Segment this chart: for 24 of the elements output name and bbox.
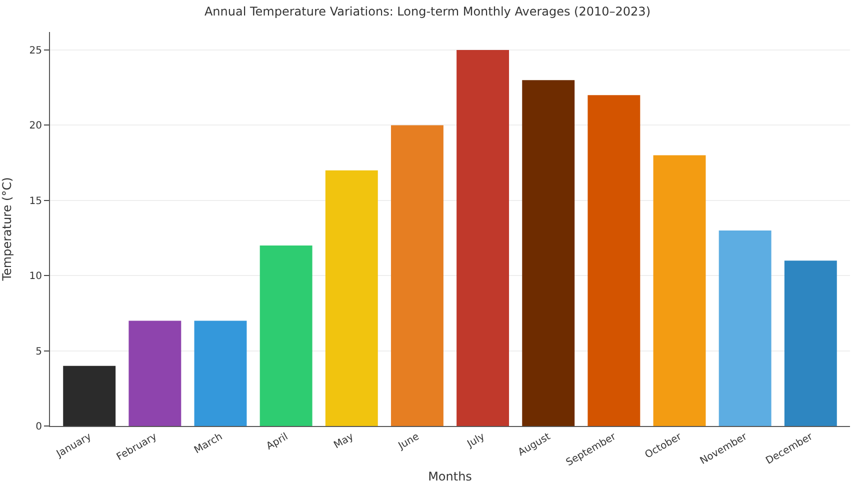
y-tick-label: 20: [29, 120, 42, 132]
y-tick-label: 25: [29, 46, 42, 57]
bar: [653, 155, 706, 426]
bar: [128, 320, 182, 426]
bar: [718, 230, 772, 426]
y-axis-title: Temperature (°C): [0, 177, 14, 282]
bar: [456, 50, 510, 426]
bar: [325, 170, 378, 426]
y-tick-label: 5: [36, 346, 42, 358]
bar: [63, 366, 116, 426]
x-tick-label: July: [464, 431, 487, 450]
bar: [390, 125, 444, 426]
bar: [588, 95, 640, 426]
y-tick-label: 10: [29, 271, 42, 282]
y-tick-label: 0: [36, 422, 42, 432]
x-tick-label: June: [396, 431, 422, 452]
bar: [522, 80, 575, 426]
bar: [194, 320, 247, 426]
bar: [260, 246, 312, 426]
bar: [784, 260, 837, 426]
x-tick-label: May: [332, 431, 356, 452]
x-axis-title: Months: [428, 469, 472, 484]
y-tick-label: 15: [29, 196, 42, 207]
chart-title: Annual Temperature Variations: Long-term Monthly Averages (2010–2023): [204, 4, 651, 19]
